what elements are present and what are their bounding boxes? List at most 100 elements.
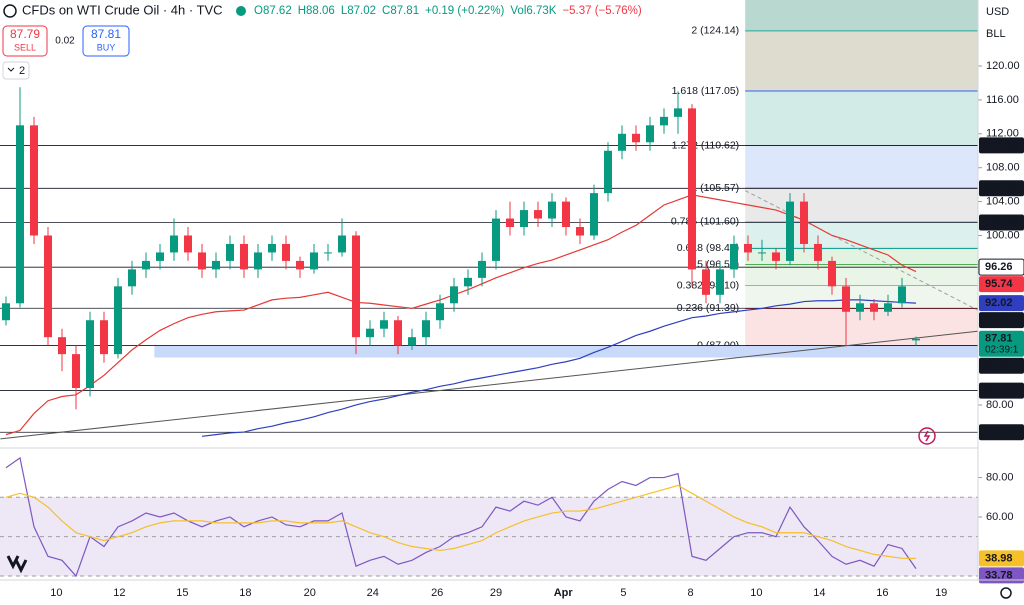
plot-layer: 120.00 116.00 112.00 108.00 104.00 100.00 80.0…	[2, 60, 1024, 599]
candle-body	[744, 243, 752, 253]
candle-body	[394, 320, 402, 346]
price-label: 105.57	[985, 182, 1019, 194]
sell-label: SELL	[14, 42, 36, 52]
y-tick-label: 80.00	[986, 399, 1014, 411]
candle-body	[254, 252, 262, 270]
candle-body	[492, 218, 500, 261]
buy-button[interactable]	[82, 25, 130, 57]
candle-body	[800, 201, 808, 244]
candle-body	[114, 286, 122, 355]
candle-body	[422, 320, 430, 338]
fib-zone	[745, 264, 978, 286]
candle-body	[674, 108, 682, 117]
candle-body	[2, 303, 10, 321]
candle-body	[44, 235, 52, 338]
candle-body	[128, 269, 136, 287]
candle-body	[464, 277, 472, 287]
candle-body	[198, 252, 206, 270]
fib-label: 0.618 (98.48)	[677, 242, 739, 254]
candle-body	[828, 260, 836, 287]
indicator-toggle[interactable]	[2, 61, 30, 80]
candle-body	[212, 260, 220, 270]
price-label: 101.53	[985, 216, 1019, 228]
candle-body	[842, 286, 850, 312]
candle-body	[16, 125, 24, 304]
unit: BLL	[986, 28, 1006, 40]
x-tick-label: Apr	[554, 587, 574, 599]
x-tick-label: 10	[750, 587, 762, 599]
candle-body	[688, 108, 696, 270]
candle-body	[632, 133, 640, 143]
candle-body	[366, 328, 374, 338]
candle-body	[870, 303, 878, 312]
x-tick-label: 14	[813, 587, 825, 599]
candle-body	[520, 210, 528, 228]
x-tick-label: 5	[620, 587, 626, 599]
sell-price: 87.79	[10, 27, 40, 41]
support-zone	[154, 345, 978, 358]
symbol-title[interactable]: CFDs on WTI Crude Oil · 4h · TVC	[22, 2, 223, 17]
candle-body	[352, 235, 360, 338]
buy-price: 87.81	[91, 27, 121, 41]
candle-body	[30, 125, 38, 236]
y-tick-label: 80.00	[986, 471, 1014, 483]
countdown: 02:39:1	[985, 344, 1019, 355]
price-label-box	[978, 258, 1024, 276]
fib-label: 2 (124.14)	[691, 25, 739, 37]
candle-body	[310, 252, 318, 270]
price-label-box	[979, 137, 1024, 154]
alert-icon[interactable]	[918, 427, 936, 445]
candle-body	[86, 320, 94, 389]
candle-body	[184, 235, 192, 253]
ohlc-value: H88.06	[298, 5, 335, 17]
fib-label: 0.786 (101.60)	[671, 216, 739, 228]
fib-zone	[745, 30, 978, 92]
candle-body	[338, 235, 346, 253]
candle-body	[100, 320, 108, 355]
x-tick-label: 8	[688, 587, 694, 599]
fib-zone	[745, 308, 978, 346]
indicator-line	[201, 299, 917, 437]
price-label: 33.78	[985, 569, 1013, 581]
candle-body	[450, 286, 458, 304]
price-label-box	[979, 214, 1024, 231]
price-label: 87.01	[985, 360, 1013, 372]
sell-button[interactable]	[2, 25, 48, 57]
candle-body	[324, 252, 332, 254]
candle-body	[268, 243, 276, 253]
candle-body	[534, 210, 542, 219]
candle-body	[912, 338, 920, 341]
candle-body	[576, 227, 584, 236]
candle-body	[702, 269, 710, 295]
price-label: 87.81	[985, 333, 1013, 345]
ohlc-value: −5.37 (−5.76%)	[562, 5, 641, 17]
alert-bolt	[923, 430, 931, 442]
candle-body	[898, 286, 906, 304]
candle-body	[296, 260, 304, 270]
price-label: 96.26	[985, 261, 1013, 273]
fib-label: 1.618 (117.05)	[672, 85, 740, 97]
header-backdrop	[0, 0, 740, 20]
indicator-line	[5, 484, 917, 559]
price-label-box	[979, 312, 1024, 329]
y-tick-label: 116.00	[986, 94, 1019, 106]
price-label-box	[979, 330, 1024, 357]
candle-body	[758, 252, 766, 254]
ohlc-value: +0.19 (+0.22%)	[425, 5, 504, 17]
x-tick-label: 10	[50, 587, 62, 599]
symbol-icon	[3, 4, 17, 18]
candle-body	[240, 243, 248, 270]
currency: USD	[986, 6, 1009, 18]
price-label-box	[979, 567, 1024, 584]
y-tick-label: 112.00	[986, 128, 1019, 140]
fib-zone	[745, 221, 978, 249]
settings-icon[interactable]	[1000, 587, 1012, 599]
fib-zone	[745, 0, 978, 31]
fib-zone	[745, 285, 978, 309]
price-label-box	[979, 180, 1024, 197]
indicator-line	[5, 456, 917, 578]
background-layer: 2 (124.14)1.618 (117.05)1.272 (110.62)1 …	[0, 0, 978, 577]
price-label-box	[979, 424, 1024, 441]
ohlc-value: O87.62	[254, 5, 292, 17]
fib-zone	[745, 248, 978, 265]
